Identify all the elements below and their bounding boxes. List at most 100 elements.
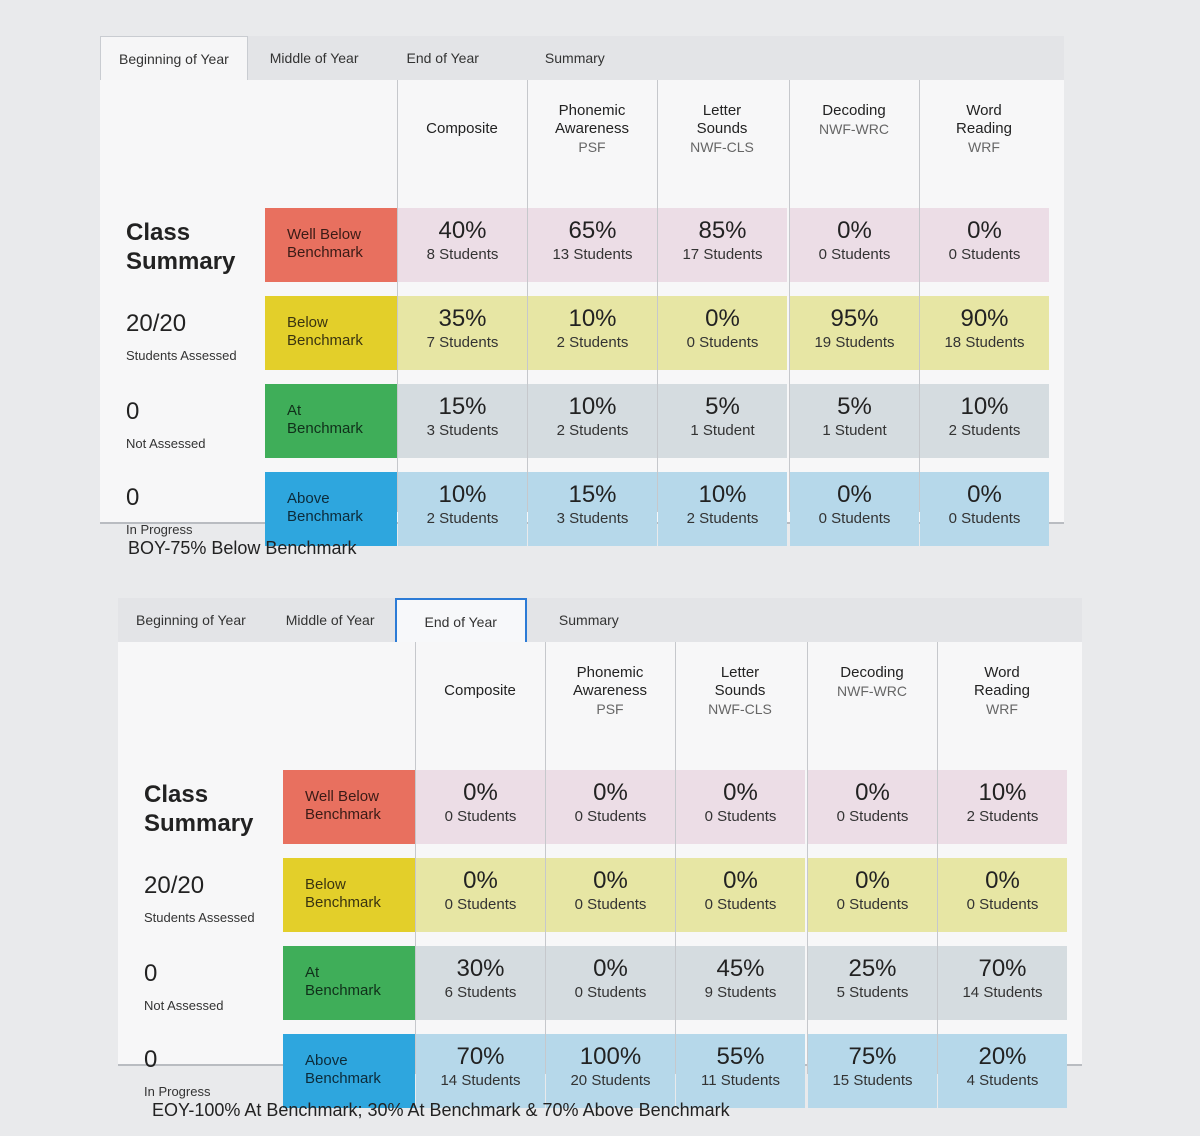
below-benchmark-label: Below Benchmark: [283, 858, 415, 932]
below-benchmark-label: Below Benchmark: [265, 296, 397, 370]
column-header: Letter Sounds NWF-CLS: [657, 80, 787, 208]
column-header: Composite: [397, 80, 527, 208]
student-count: 0 Students: [966, 896, 1039, 913]
column-subtitle: NWF-WRC: [819, 121, 889, 137]
score-cell: 0% 0 Students: [416, 770, 545, 844]
score-cell: 5% 1 Student: [790, 384, 919, 458]
tab-end-of-year[interactable]: End of Year: [394, 598, 527, 642]
column-header: Word Reading WRF: [937, 642, 1067, 770]
column-subtitle: WRF: [986, 701, 1018, 717]
score-percent: 25%: [848, 955, 897, 982]
column-subtitle: PSF: [596, 701, 624, 717]
score-cell: 0% 0 Students: [546, 770, 675, 844]
student-count: 15 Students: [832, 1072, 913, 1089]
score-cell: 10% 2 Students: [398, 472, 527, 546]
score-cell: 45% 9 Students: [676, 946, 805, 1020]
tab-beginning-of-year[interactable]: Beginning of Year: [100, 36, 248, 80]
column-header: Decoding NWF-WRC: [789, 80, 919, 208]
student-count: 3 Students: [556, 510, 629, 527]
column-header: Decoding NWF-WRC: [807, 642, 937, 770]
student-count: 3 Students: [426, 422, 499, 439]
above-benchmark-label: Above Benchmark: [265, 472, 397, 546]
score-cell: 10% 2 Students: [920, 384, 1049, 458]
score-cell: 35% 7 Students: [398, 296, 527, 370]
score-percent: 100%: [579, 1043, 642, 1070]
student-count: 14 Students: [962, 984, 1043, 1001]
class-summary-card: Class Summary 20/20 Students Assessed 0 Not A…: [100, 80, 1064, 546]
student-count: 0 Students: [704, 896, 777, 913]
eoy-panel: Beginning of Year Middle of Year End of …: [118, 598, 1082, 1108]
boy-panel: Beginning of Year Middle of Year End of …: [100, 36, 1064, 546]
score-percent: 90%: [960, 305, 1009, 332]
score-cell: 0% 0 Students: [546, 946, 675, 1020]
column-divider: [527, 80, 528, 512]
tab-middle-of-year[interactable]: Middle of Year: [285, 612, 375, 628]
student-count: 0 Students: [818, 510, 891, 527]
score-cell: 70% 14 Students: [416, 1034, 545, 1108]
student-count: 2 Students: [686, 510, 759, 527]
student-count: 18 Students: [944, 334, 1025, 351]
score-cell: 10% 2 Students: [528, 384, 657, 458]
boy-caption: BOY-75% Below Benchmark: [128, 538, 357, 558]
in-progress-count: 0: [144, 1046, 158, 1073]
tab-middle-of-year[interactable]: Middle of Year: [269, 50, 359, 66]
tab-end-of-year[interactable]: End of Year: [406, 50, 479, 66]
column-divider: [415, 642, 416, 1074]
in-progress-count: 0: [126, 484, 140, 511]
column-header: Letter Sounds NWF-CLS: [675, 642, 805, 770]
score-percent: 10%: [698, 481, 747, 508]
score-percent: 0%: [593, 867, 628, 894]
student-count: 2 Students: [556, 422, 629, 439]
score-percent: 10%: [438, 481, 487, 508]
score-cell: 5% 1 Student: [658, 384, 787, 458]
column-divider: [937, 642, 938, 1074]
tab-summary[interactable]: Summary: [544, 50, 605, 66]
student-count: 0 Students: [444, 896, 517, 913]
student-count: 9 Students: [704, 984, 777, 1001]
column-divider: [657, 80, 658, 512]
score-cell: 75% 15 Students: [808, 1034, 937, 1108]
tab-summary[interactable]: Summary: [558, 612, 619, 628]
score-percent: 0%: [705, 305, 740, 332]
score-percent: 0%: [855, 779, 890, 806]
students-assessed-count: 20/20: [126, 310, 187, 337]
score-cell: 0% 0 Students: [416, 858, 545, 932]
score-cell: 100% 20 Students: [546, 1034, 675, 1108]
score-cell: 0% 0 Students: [676, 858, 805, 932]
not-assessed-count: 0: [126, 398, 140, 425]
tab-beginning-of-year[interactable]: Beginning of Year: [136, 612, 246, 628]
column-title: Letter Sounds: [696, 102, 748, 137]
score-cell: 85% 17 Students: [658, 208, 787, 282]
column-title: Word Reading: [974, 664, 1030, 699]
column-title: Composite: [444, 682, 516, 699]
column-title: Decoding: [840, 664, 904, 681]
score-percent: 0%: [985, 867, 1020, 894]
score-cell: 90% 18 Students: [920, 296, 1049, 370]
student-count: 0 Students: [574, 896, 647, 913]
score-cell: 15% 3 Students: [528, 472, 657, 546]
score-cell: 10% 2 Students: [938, 770, 1067, 844]
score-percent: 0%: [593, 779, 628, 806]
student-count: 17 Students: [682, 246, 763, 263]
score-percent: 70%: [978, 955, 1027, 982]
column-header: Composite: [415, 642, 545, 770]
well-below-benchmark-label: Well Below Benchmark: [283, 770, 415, 844]
column-header: Word Reading WRF: [919, 80, 1049, 208]
score-cell: 40% 8 Students: [398, 208, 527, 282]
column-title: Phonemic Awareness: [555, 102, 629, 137]
score-percent: 0%: [855, 867, 890, 894]
score-cell: 65% 13 Students: [528, 208, 657, 282]
student-count: 0 Students: [574, 808, 647, 825]
column-header: Phonemic Awareness PSF: [527, 80, 657, 208]
score-cell: 0% 0 Students: [676, 770, 805, 844]
column-title: Letter Sounds: [714, 664, 766, 699]
score-percent: 5%: [837, 393, 872, 420]
student-count: 6 Students: [444, 984, 517, 1001]
student-count: 14 Students: [440, 1072, 521, 1089]
not-assessed-label: Not Assessed: [144, 998, 224, 1013]
score-percent: 0%: [463, 779, 498, 806]
score-percent: 40%: [438, 217, 487, 244]
at-benchmark-label: At Benchmark: [283, 946, 415, 1020]
students-assessed-label: Students Assessed: [144, 910, 255, 925]
student-count: 0 Students: [704, 808, 777, 825]
